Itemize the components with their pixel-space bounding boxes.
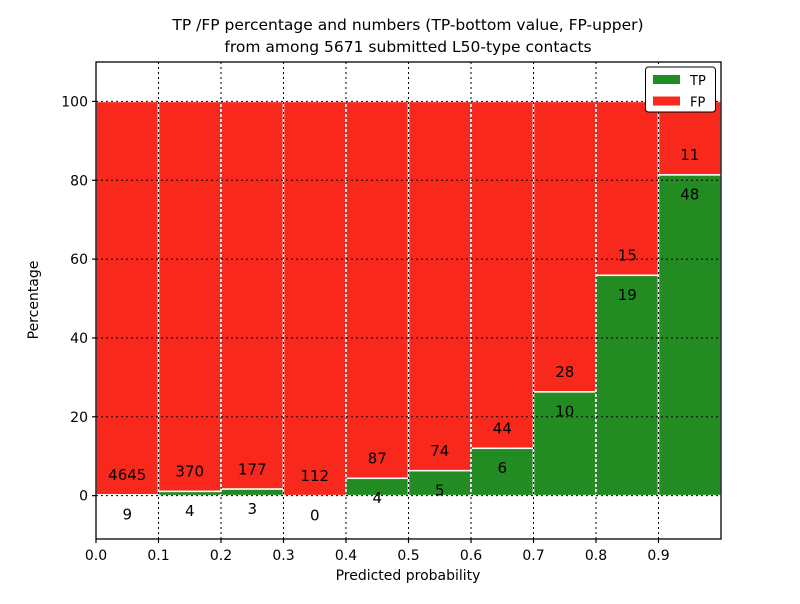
bar-fp-segment — [532, 100, 597, 393]
bar-label-fp: 15 — [618, 247, 637, 265]
bar-label-tp: 9 — [122, 506, 132, 524]
x-tick-label: 0.9 — [647, 548, 669, 564]
bar-label-tp: 10 — [555, 403, 574, 421]
bar-fp-segment — [345, 100, 410, 480]
bar-label-tp: 3 — [247, 500, 257, 518]
x-tick-label: 0.6 — [460, 548, 482, 564]
x-tick-label: 0.1 — [147, 548, 169, 564]
legend-label-fp: FP — [690, 96, 705, 111]
y-tick-label: 40 — [70, 331, 88, 347]
x-tick-label: 0.5 — [397, 548, 419, 564]
legend-swatch-tp — [653, 75, 680, 84]
bar-label-fp: 11 — [680, 146, 699, 164]
y-axis-label: Percentage — [26, 261, 42, 340]
bar-label-fp: 44 — [493, 420, 512, 438]
x-tick-label: 0.2 — [210, 548, 232, 564]
y-tick-label: 20 — [70, 410, 88, 426]
bar-label-fp: 112 — [300, 467, 329, 485]
legend: TP FP — [645, 66, 716, 113]
bar-label-fp: 370 — [175, 463, 204, 481]
bar-label-fp: 4645 — [108, 466, 146, 484]
y-tick-label: 60 — [70, 252, 88, 268]
bar-fp-segment — [157, 100, 222, 493]
bar-fp-segment — [95, 100, 160, 496]
x-tick-label: 0.0 — [85, 548, 107, 564]
bar-labels-layer: 4645 9 370 4 177 3 112 0 87 4 74 5 44 6 28 10 15 19 11 48 — [108, 146, 699, 524]
bar-label-tp: 6 — [497, 459, 507, 477]
y-tick-label: 0 — [79, 489, 88, 505]
bar-fp-segment — [407, 100, 472, 472]
bar-tp-segment — [157, 490, 222, 497]
chart-title-line1: TP /FP percentage and numbers (TP-bottom… — [171, 16, 643, 34]
bar-tp-segment — [220, 488, 285, 497]
bar-label-tp: 4 — [185, 502, 195, 520]
bar-tp-segment — [532, 391, 597, 497]
bar-label-fp: 74 — [430, 442, 449, 460]
bar-tp-segment — [657, 174, 722, 497]
x-axis-label: Predicted probability — [336, 568, 481, 584]
bar-label-tp: 48 — [680, 186, 699, 204]
ticks-layer — [92, 100, 660, 543]
bar-tp-segment — [595, 274, 660, 497]
bar-fp-segment — [282, 100, 347, 497]
bar-label-fp: 28 — [555, 363, 574, 381]
bar-fp-segment — [595, 100, 660, 277]
y-tick-label: 100 — [61, 94, 88, 110]
x-tick-label: 0.4 — [335, 548, 357, 564]
x-tick-label: 0.3 — [272, 548, 294, 564]
bar-fp-segment — [470, 100, 535, 450]
x-tick-label: 0.8 — [585, 548, 607, 564]
bar-label-tp: 4 — [372, 489, 382, 507]
grid-layer — [95, 62, 721, 539]
tick-labels-layer: 0.0 0.1 0.2 0.3 0.4 0.5 0.6 0.7 0.8 0.90204060801… — [61, 94, 669, 564]
legend-swatch-fp — [653, 96, 680, 106]
chart-title-line2: from among 5671 submitted L50-type conta… — [224, 38, 591, 56]
y-tick-label: 80 — [70, 173, 88, 189]
bar-label-tp: 19 — [618, 286, 637, 304]
bar-fp-segment — [220, 100, 285, 490]
bar-label-tp: 0 — [310, 506, 320, 524]
legend-label-tp: TP — [689, 74, 706, 89]
bar-label-tp: 5 — [435, 481, 445, 499]
bar-label-fp: 87 — [368, 450, 387, 468]
bar-label-fp: 177 — [238, 460, 267, 478]
bars-layer — [95, 100, 722, 497]
x-tick-label: 0.7 — [522, 548, 544, 564]
